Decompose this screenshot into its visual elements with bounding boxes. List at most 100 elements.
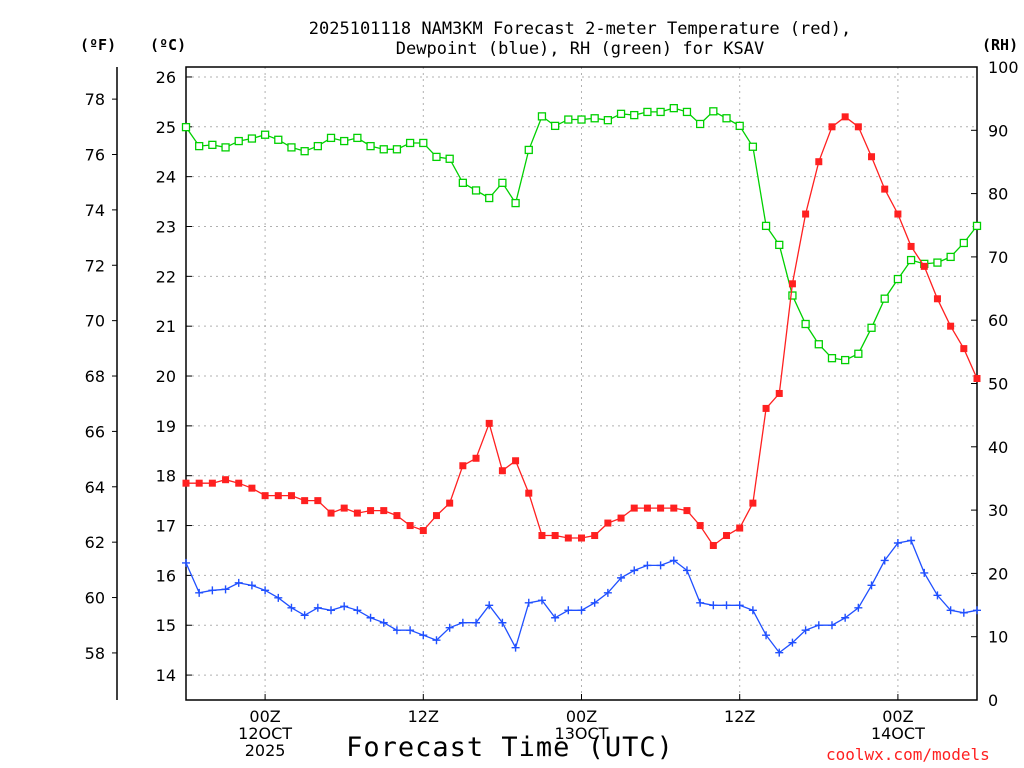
- rh-point: [709, 107, 718, 116]
- temperature-point: [538, 532, 546, 540]
- rh-point: [854, 349, 863, 358]
- temperature-point: [419, 527, 427, 535]
- celsius-tick-label: 19: [156, 417, 176, 436]
- rh-point: [788, 291, 797, 300]
- dewpoint-point: [709, 601, 718, 610]
- fahrenheit-tick-label: 58: [85, 644, 105, 663]
- rh-point: [445, 154, 454, 163]
- rh-tick-label: 10: [988, 628, 1008, 647]
- dewpoint-point: [379, 618, 388, 627]
- dewpoint-point: [907, 536, 916, 545]
- temperature-point: [406, 522, 414, 530]
- rh-point: [630, 110, 639, 120]
- rh-point: [234, 136, 243, 146]
- temperature-point: [736, 524, 744, 532]
- celsius-unit-label: (ºC): [150, 36, 187, 54]
- temperature-point: [907, 242, 915, 250]
- dewpoint-point: [577, 606, 586, 615]
- celsius-tick-label: 25: [156, 118, 176, 137]
- temperature-point: [591, 532, 599, 540]
- temperature-point: [696, 522, 704, 530]
- dewpoint-point: [801, 626, 810, 635]
- temperature-point: [973, 375, 981, 383]
- dewpoint-point: [234, 578, 243, 587]
- rh-point: [761, 221, 771, 231]
- fahrenheit-tick-label: 60: [85, 589, 105, 608]
- dewpoint-point: [261, 586, 270, 595]
- dewpoint-point: [946, 606, 955, 615]
- temperature-point: [432, 512, 440, 520]
- temperature-point: [498, 467, 506, 475]
- celsius-tick-label: 17: [156, 517, 176, 536]
- temperature-point: [235, 479, 243, 487]
- celsius-tick-label: 24: [156, 168, 176, 187]
- rh-point: [353, 133, 362, 143]
- dewpoint-point: [841, 613, 850, 622]
- x-axis-title: Forecast Time (UTC): [346, 732, 674, 763]
- rh-point: [550, 121, 560, 131]
- rh-unit-label: (RH): [982, 36, 1019, 54]
- rh-point: [524, 145, 533, 155]
- rh-tick-label: 30: [988, 501, 1008, 520]
- dewpoint-point: [696, 598, 705, 607]
- dewpoint-point: [458, 618, 467, 627]
- rh-point: [300, 147, 309, 156]
- chart-title: 2025101118 NAM3KM Forecast 2-meter Tempe…: [308, 19, 852, 39]
- rh-point: [972, 221, 982, 231]
- rh-tick-label: 90: [988, 121, 1008, 140]
- x-tick-label: 12Z: [724, 707, 755, 726]
- axes: 14 15 16 17 18 19 20 21 22 23 24 25 26 58 60 62 64 66 68 70…: [85, 58, 1019, 760]
- dewpoint-point: [722, 601, 731, 610]
- x-tick-label: 00Z: [882, 707, 913, 726]
- rh-point: [432, 152, 441, 162]
- dewpoint-point: [867, 581, 876, 590]
- rh-point: [405, 138, 415, 148]
- temperature-point: [802, 210, 810, 218]
- x-tick-label: 12OCT: [238, 724, 292, 743]
- rh-point: [379, 145, 388, 154]
- dewpoint-point: [274, 593, 283, 602]
- fahrenheit-tick-label: 78: [85, 90, 105, 109]
- x-tick-label: 13OCT: [555, 724, 609, 743]
- temperature-point: [881, 185, 889, 193]
- temperature-point: [301, 497, 309, 505]
- rh-tick-label: 60: [988, 311, 1008, 330]
- celsius-tick-label: 16: [156, 566, 176, 585]
- temperature-point: [723, 532, 731, 540]
- celsius-tick-label: 23: [156, 217, 176, 236]
- dewpoint-point: [669, 556, 678, 565]
- rh-point: [577, 115, 586, 124]
- temperature-point: [551, 532, 559, 540]
- temperature-point: [657, 504, 665, 512]
- dewpoint-point: [827, 621, 836, 630]
- dewpoint-point: [208, 586, 217, 595]
- temperature-point: [762, 404, 770, 412]
- rh-point: [274, 135, 283, 144]
- rh-point: [419, 138, 428, 148]
- rh-tick-label: 80: [988, 185, 1008, 204]
- dewpoint-point: [893, 538, 902, 547]
- rh-point: [748, 142, 758, 151]
- celsius-tick-label: 20: [156, 367, 176, 386]
- rh-tick-label: 50: [988, 375, 1008, 394]
- fahrenheit-tick-label: 68: [85, 367, 105, 386]
- temperature-point: [327, 509, 335, 517]
- temperature-point: [222, 476, 230, 484]
- celsius-tick-label: 22: [156, 267, 176, 286]
- dewpoint-point: [195, 588, 204, 597]
- dewpoint-point: [366, 613, 375, 622]
- temperature-point: [195, 479, 203, 487]
- fahrenheit-unit-label: (ºF): [80, 36, 117, 54]
- dewpoint-point: [472, 618, 481, 627]
- dewpoint-point: [551, 613, 560, 622]
- rh-point: [933, 258, 942, 267]
- dewpoint-point: [537, 596, 546, 605]
- rh-series: [181, 103, 982, 365]
- fahrenheit-tick-label: 76: [85, 146, 105, 165]
- x-tick-label: 00Z: [566, 707, 597, 726]
- temperature-point: [643, 504, 651, 512]
- rh-point: [208, 140, 217, 150]
- temperature-series: [182, 113, 981, 549]
- rh-point: [485, 193, 494, 203]
- rh-point: [656, 107, 665, 117]
